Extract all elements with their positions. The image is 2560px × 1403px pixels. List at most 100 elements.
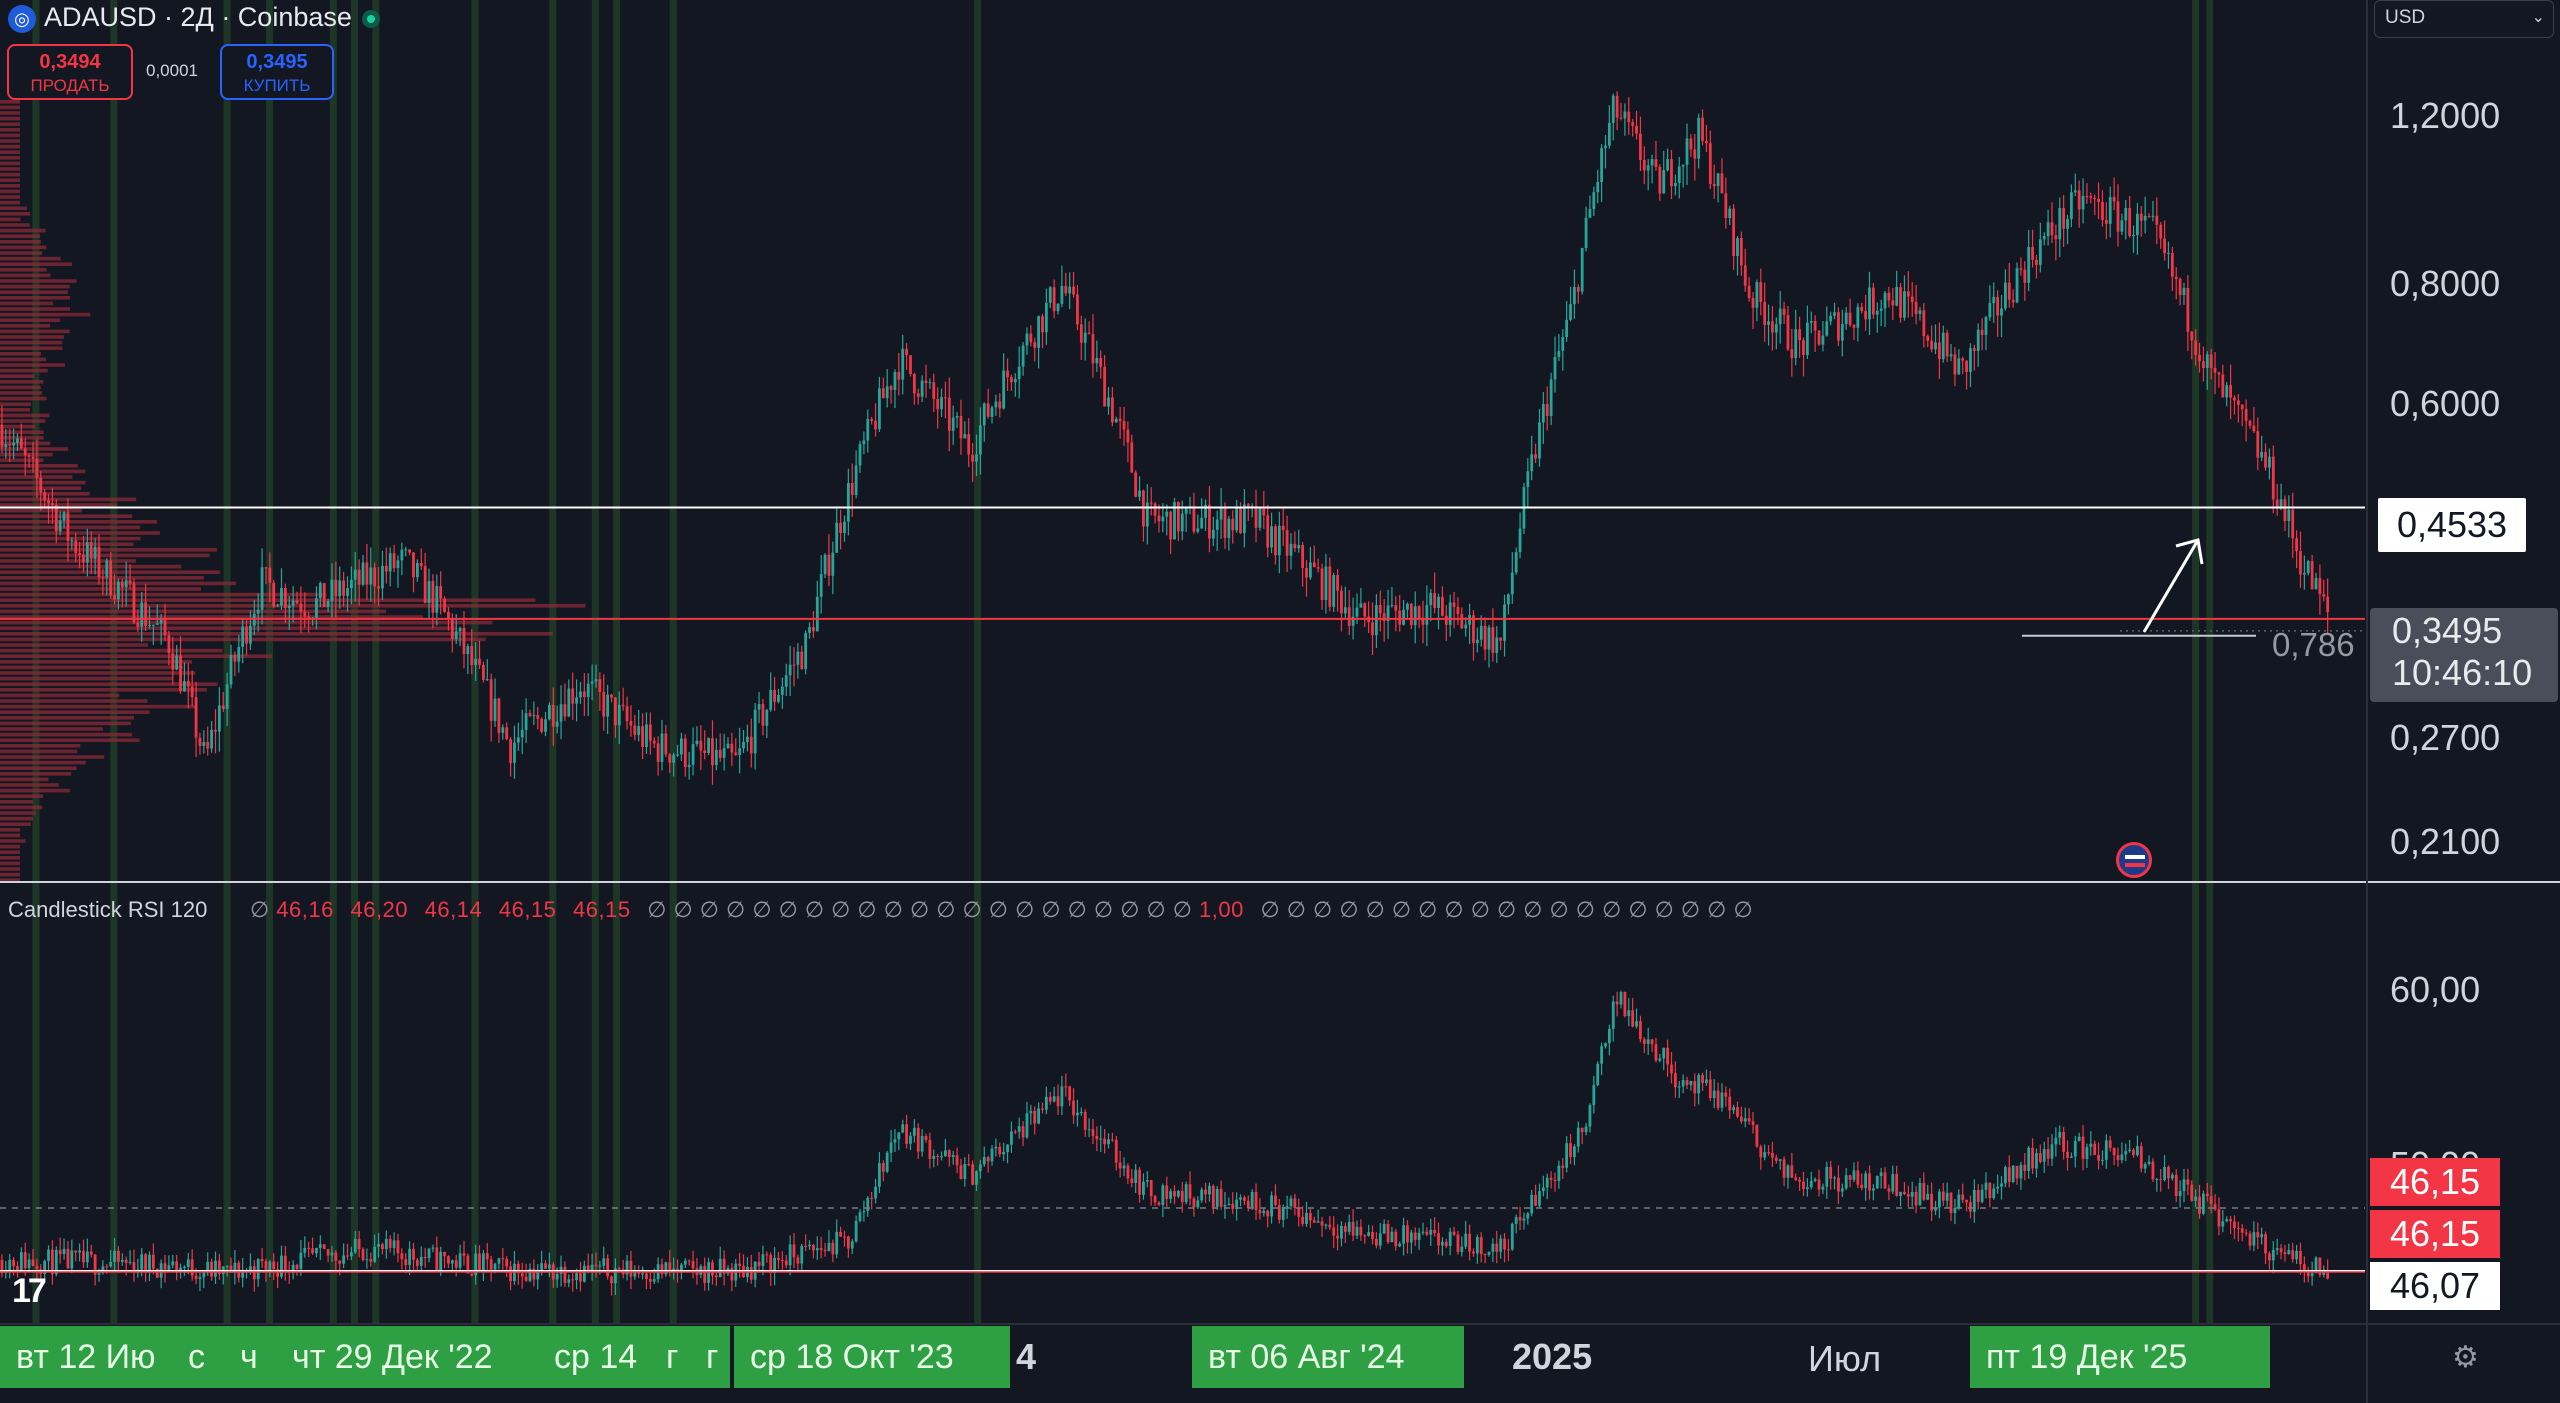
candle-body [2299,551,2302,575]
rsi-candle-body [1343,1225,1347,1232]
volume-profile-bar [0,105,20,110]
volume-profile-bar [0,111,20,115]
rsi-candle-body [846,1236,850,1249]
rsi-candle-body [629,1260,633,1277]
rsi-candle-body [1600,1046,1603,1064]
candle-body [1444,615,1448,625]
candle-body [1561,337,1565,351]
volume-profile-bar [0,268,47,272]
candle-body [664,733,668,755]
candle-body [1491,627,1495,653]
rsi-candle-body [528,1268,532,1281]
rsi-candle-body [396,1240,400,1254]
buy-button[interactable]: 0,3495 КУПИТЬ [220,44,334,100]
rsi-candle-body [1534,1194,1537,1206]
rsi-candle-body [117,1250,120,1262]
candle-body [1394,605,1398,611]
candle-body [878,388,881,430]
rsi-candle-body [1604,1043,1607,1047]
rsi-candle-body [361,1249,365,1260]
candle-body [1285,530,1289,556]
candle-body [881,388,885,399]
rsi-candle-body [1157,1202,1161,1205]
candle-body [458,627,462,632]
indicator-title[interactable]: Candlestick RSI 120 [8,897,208,922]
volume-profile-bar [0,178,20,182]
candle-body [1145,502,1149,527]
currency-value: USD [2385,7,2426,28]
rsi-candle-body [1518,1217,1522,1221]
volume-profile-bar [0,671,196,675]
rsi-tick: 60,00 [2390,969,2481,1010]
rsi-candle-body [598,1265,602,1267]
rsi-candle-body [1825,1166,1829,1187]
candle-body [2108,197,2112,224]
us-flag-event-icon[interactable] [2116,842,2152,878]
candle-body [1778,308,1782,325]
candle-body [897,372,901,380]
candle-body [1914,302,1918,315]
rsi-candle-body [536,1271,540,1280]
candle-body [454,631,458,639]
rsi-candle-body [1161,1185,1165,1205]
rsi-candle-body [225,1265,229,1267]
null-values-icon: ∅ ∅ ∅ ∅ ∅ ∅ ∅ ∅ ∅ ∅ ∅ ∅ ∅ ∅ ∅ ∅ ∅ ∅ ∅ ∅ … [647,897,1200,922]
candle-body [1312,562,1316,568]
volume-profile-bar [0,172,20,177]
candle-body [1771,321,1774,333]
candle-body [280,587,283,606]
candle-body [136,622,140,627]
candle-body [2031,247,2034,260]
rsi-candle-body [924,1136,928,1140]
candle-body [975,454,978,462]
rsi-candle-body [1340,1225,1343,1239]
symbol-title[interactable]: ADAUSD · 2Д · Coinbase [44,2,352,32]
rsi-candle-body [1417,1232,1421,1240]
rsi-last-badge: 46,15 [2370,1210,2500,1258]
candle-body [447,611,450,619]
highlight-band [2206,0,2214,1324]
rsi-candle-body [1211,1185,1215,1207]
settings-gear-icon[interactable]: ⚙ [2452,1341,2479,1374]
candle-body [361,562,365,585]
rsi-candle-body [1472,1251,1475,1254]
rsi-candle-body [567,1279,571,1283]
candle-body [241,626,245,647]
candle-body [2202,361,2205,368]
rsi-candle-body [2003,1167,2007,1184]
candle-body [1378,605,1382,614]
candle-body [928,382,932,384]
volume-profile-bar [0,514,133,518]
indicator-values: ∅ 46,16 46,20 46,14 46,15 46,15 ∅ ∅ ∅ ∅ … [250,897,1753,923]
candle-body [349,579,353,589]
rsi-candle-body [1262,1210,1266,1214]
rsi-candle-body [920,1136,924,1152]
rsi-candle-body [1173,1191,1176,1197]
rsi-candle-body [1774,1157,1778,1161]
rsi-candle-body [1852,1170,1856,1180]
candle-body [711,738,714,766]
currency-select[interactable]: USD ⌄ [2374,0,2554,38]
rsi-candle-body [2066,1151,2069,1158]
rsi-candle-body [831,1242,835,1255]
candle-body [1941,332,1945,360]
rsi-candle-body [97,1273,101,1275]
candle-body [2093,197,2097,200]
volume-profile-bar [0,329,70,334]
sell-button[interactable]: 0,3494 ПРОДАТЬ [7,44,133,100]
rsi-candle-body [885,1152,889,1172]
rsi-candle-body [1091,1129,1095,1136]
rsi-candle-body [1922,1183,1926,1200]
candle-body [1149,502,1153,504]
rsi-candle-body [1215,1188,1219,1207]
rsi-candle-body [2167,1167,2170,1179]
rsi-candle-body [749,1266,753,1280]
candle-body [2198,354,2201,362]
volume-profile-bar [0,665,184,670]
rsi-candle-body [202,1272,206,1278]
candle-body [1549,379,1553,417]
candle-body [742,741,745,749]
candle-body [2101,201,2104,220]
